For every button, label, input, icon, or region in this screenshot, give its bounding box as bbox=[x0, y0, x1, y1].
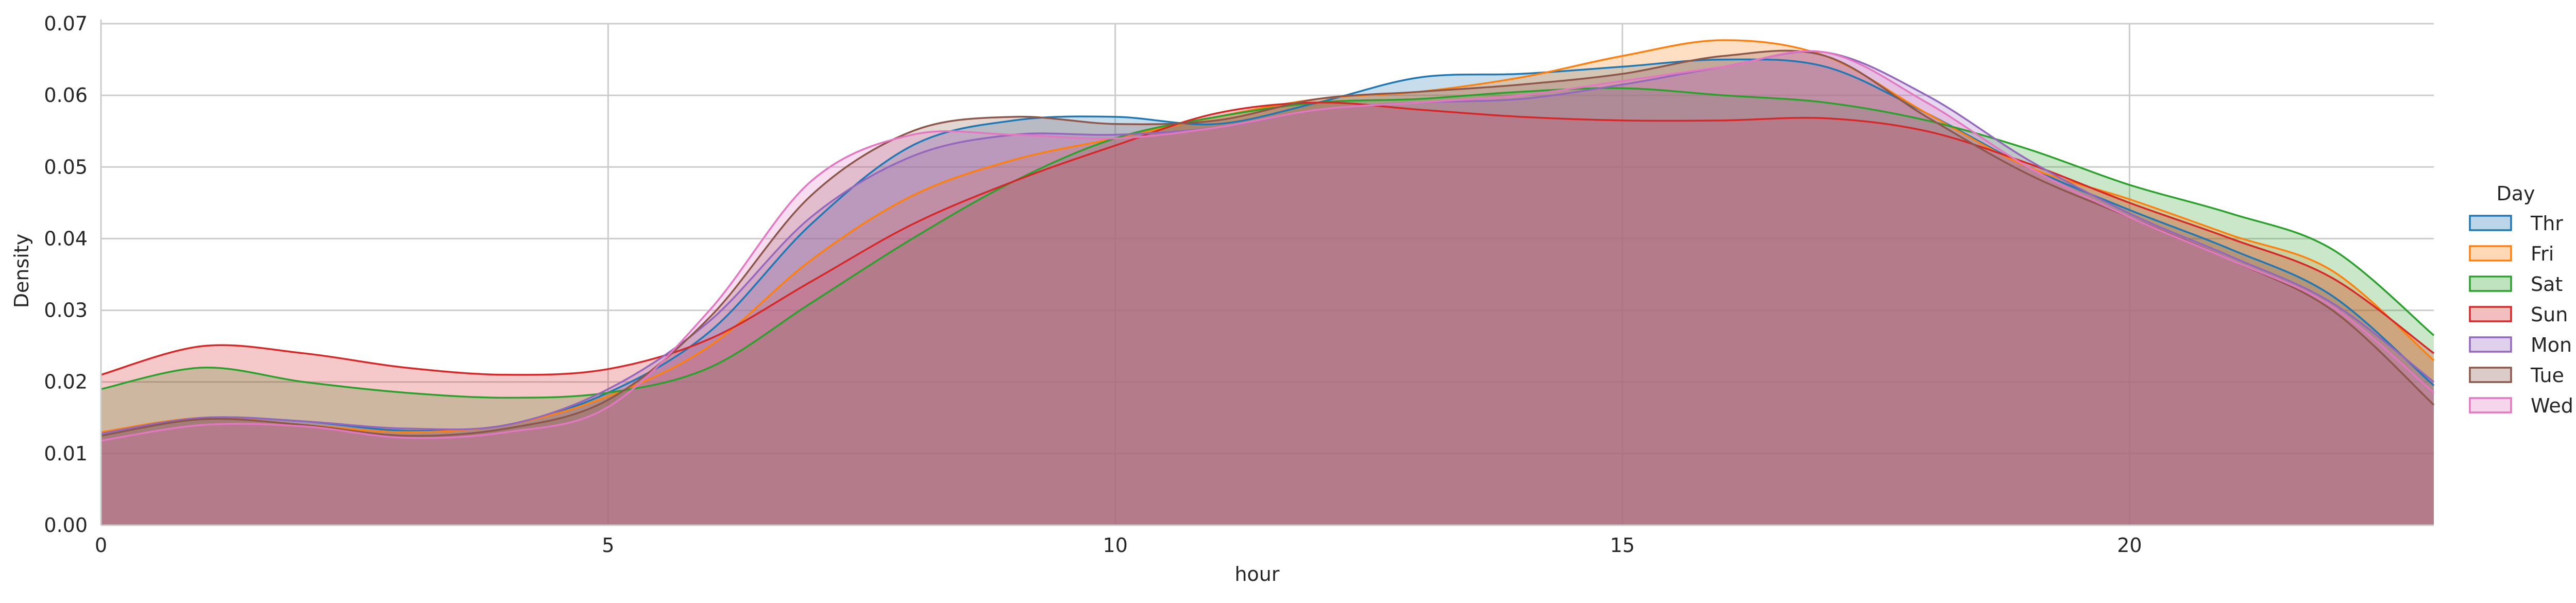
area-fri bbox=[101, 40, 2434, 525]
density-areas bbox=[101, 40, 2434, 526]
x-tick-label: 15 bbox=[1610, 534, 1635, 557]
y-tick-label: 0.01 bbox=[44, 442, 88, 465]
x-tick-label: 5 bbox=[602, 534, 614, 557]
legend: Day Thr Fri Sat Sun Mon Tue Wed bbox=[2469, 182, 2573, 417]
line-wed bbox=[100, 50, 2435, 442]
legend-label-tue: Tue bbox=[2530, 364, 2564, 387]
area-sun bbox=[101, 102, 2434, 525]
area-mon bbox=[101, 51, 2434, 526]
legend-label-mon: Mon bbox=[2531, 334, 2572, 356]
x-tick-label: 20 bbox=[2117, 534, 2142, 557]
x-tick-label: 10 bbox=[1103, 534, 1128, 557]
legend-title: Day bbox=[2496, 182, 2535, 205]
axes: 0.00 0.01 0.02 0.03 0.04 0.05 0.06 0.07 0 5 10 15 20 bbox=[44, 12, 2434, 557]
legend-swatch-thr bbox=[2469, 215, 2512, 231]
y-tick-label: 0.04 bbox=[44, 227, 88, 250]
legend-swatch-fri bbox=[2469, 245, 2512, 262]
y-tick-label: 0.02 bbox=[44, 371, 88, 393]
y-tick-label: 0.03 bbox=[44, 299, 88, 322]
area-tue bbox=[101, 50, 2434, 525]
y-tick-label: 0.07 bbox=[44, 12, 88, 35]
density-lines bbox=[100, 39, 2435, 442]
line-sat bbox=[100, 87, 2435, 399]
area-wed bbox=[101, 51, 2434, 525]
y-tick-label: 0.06 bbox=[44, 84, 88, 107]
legend-swatch-sat bbox=[2469, 275, 2512, 292]
area-thr bbox=[101, 59, 2434, 525]
legend-label-thr: Thr bbox=[2530, 212, 2563, 235]
legend-swatch-tue bbox=[2469, 367, 2512, 383]
grid bbox=[100, 23, 2434, 526]
x-tick-label: 0 bbox=[95, 534, 107, 557]
y-axis-title: Density bbox=[10, 234, 33, 308]
legend-swatch-wed bbox=[2469, 397, 2512, 414]
legend-label-sat: Sat bbox=[2531, 273, 2563, 296]
legend-swatch-mon bbox=[2469, 336, 2512, 353]
legend-label-sun: Sun bbox=[2531, 303, 2568, 326]
area-sat bbox=[101, 88, 2434, 525]
x-axis-title: hour bbox=[1234, 563, 1279, 585]
legend-label-wed: Wed bbox=[2531, 394, 2573, 417]
legend-label-fri: Fri bbox=[2531, 243, 2554, 265]
legend-swatch-sun bbox=[2469, 306, 2512, 322]
line-tue bbox=[100, 49, 2435, 437]
y-tick-label: 0.05 bbox=[44, 156, 88, 178]
y-tick-label: 0.00 bbox=[44, 514, 88, 537]
